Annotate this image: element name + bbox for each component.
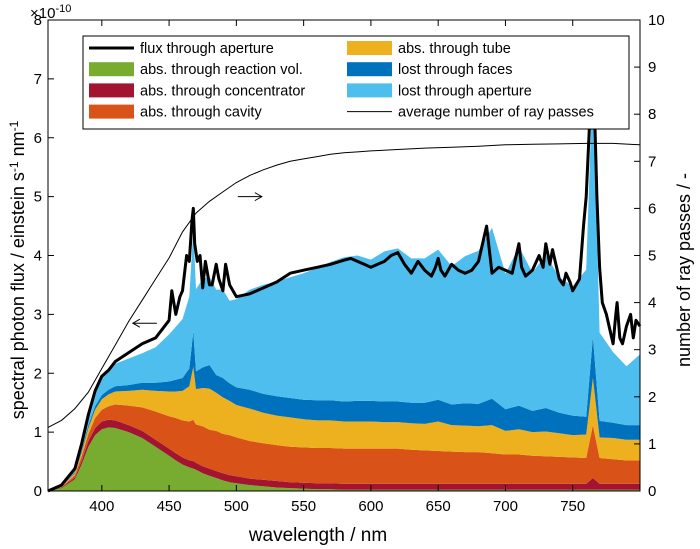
legend-item-abs-through-reaction-vol-swatch — [89, 62, 134, 77]
y-tick-label: 3 — [34, 306, 42, 323]
x-axis-label: wavelength / nm — [248, 525, 387, 546]
x-tick-label: 700 — [493, 498, 518, 515]
x-tick-label: 500 — [224, 498, 249, 515]
x-tick-label: 450 — [157, 498, 182, 515]
arrow-left-head — [131, 318, 141, 328]
y2-tick-label: 3 — [648, 342, 656, 359]
x-tick-label: 650 — [426, 498, 451, 515]
y2-tick-label: 5 — [648, 248, 656, 265]
area-abs-through-tube — [48, 366, 640, 491]
y-axis-exponent: ×10-10 — [30, 3, 71, 22]
legend-item-abs-through-reaction-vol-label: abs. through reaction vol. — [140, 62, 303, 78]
legend-item-average-number-of-ray-passes-label: average number of ray passes — [398, 105, 594, 121]
legend-item-abs-through-tube-swatch — [347, 41, 392, 55]
y2-tick-label: 4 — [648, 295, 656, 312]
y2-axis-label: number of ray passes / - — [674, 173, 694, 367]
y2-tick-label: 1 — [648, 436, 656, 453]
y-tick-label: 6 — [34, 130, 42, 147]
legend-item-lost-through-aperture-label: lost through aperture — [398, 83, 532, 99]
arrow-right-head — [254, 192, 263, 202]
chart-annotations — [131, 192, 263, 328]
legend-item-lost-through-aperture-swatch — [347, 83, 392, 98]
x-tick-label: 600 — [358, 498, 383, 515]
y-tick-label: 8 — [34, 12, 42, 29]
area-abs-through-cavity — [48, 404, 640, 491]
y2-tick-label: 8 — [648, 106, 656, 123]
chart-axes: 400 450 500 550 600 650 700 750 0 1 2 3 4 5 6 7 8 0 1 2 3 4 5 6… — [34, 12, 665, 515]
legend-item-abs-through-cavity-label: abs. through cavity — [140, 105, 262, 121]
x-tick-label: 400 — [89, 498, 114, 515]
area-abs-through-reaction-vol — [48, 427, 640, 491]
y-tick-label: 5 — [34, 189, 42, 206]
chart-legend: flux through aperture abs. through reacti… — [82, 35, 630, 130]
area-abs-through-concentrator — [48, 419, 640, 491]
legend-item-abs-through-tube-label: abs. through tube — [398, 41, 511, 57]
stacked-area-layers — [48, 71, 640, 492]
legend-item-abs-through-cavity-swatch — [89, 104, 134, 119]
area-lost-through-faces — [48, 331, 640, 491]
y-tick-label: 7 — [34, 71, 42, 88]
legend-item-lost-through-faces-label: lost through faces — [398, 62, 512, 78]
area-lost-through-aperture — [48, 71, 640, 492]
y2-tick-label: 0 — [648, 483, 656, 500]
legend-item-abs-through-concentrator-label: abs. through concentrator — [140, 83, 305, 99]
chart-lines — [47, 59, 642, 493]
legend-item-abs-through-concentrator-swatch — [89, 83, 134, 98]
legend-item-lost-through-faces-swatch — [347, 62, 392, 77]
y-tick-label: 0 — [34, 483, 42, 500]
x-tick-label: 750 — [560, 498, 585, 515]
line-average-number-of-ray-passes — [47, 142, 641, 428]
y2-tick-label: 6 — [648, 200, 656, 217]
y2-tick-label: 2 — [648, 389, 656, 406]
line-flux-through-aperture — [47, 59, 642, 493]
y-tick-label: 2 — [34, 365, 42, 382]
y2-tick-label: 10 — [648, 12, 665, 29]
y-axis-label: spectral photon flux / einstein s-1 nm-1 — [7, 120, 28, 419]
y2-tick-label: 9 — [648, 59, 656, 76]
y-tick-label: 1 — [34, 424, 42, 441]
y-tick-label: 4 — [34, 248, 42, 265]
legend-item-flux-through-aperture-label: flux through aperture — [140, 41, 274, 57]
x-tick-label: 550 — [291, 498, 316, 515]
y2-tick-label: 7 — [648, 153, 656, 170]
